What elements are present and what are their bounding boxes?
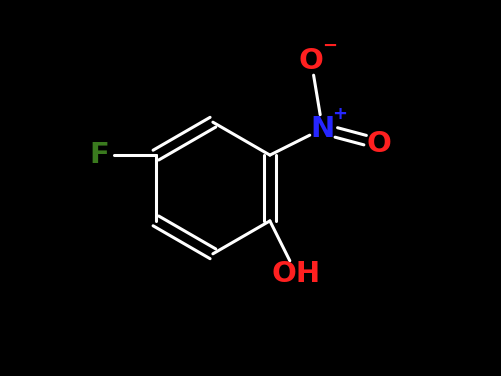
Text: OH: OH xyxy=(272,259,321,288)
Text: O: O xyxy=(299,47,324,75)
Text: −: − xyxy=(323,37,338,55)
Text: +: + xyxy=(332,105,347,123)
Text: O: O xyxy=(367,130,391,158)
Text: N: N xyxy=(311,115,335,143)
Text: F: F xyxy=(90,141,109,169)
